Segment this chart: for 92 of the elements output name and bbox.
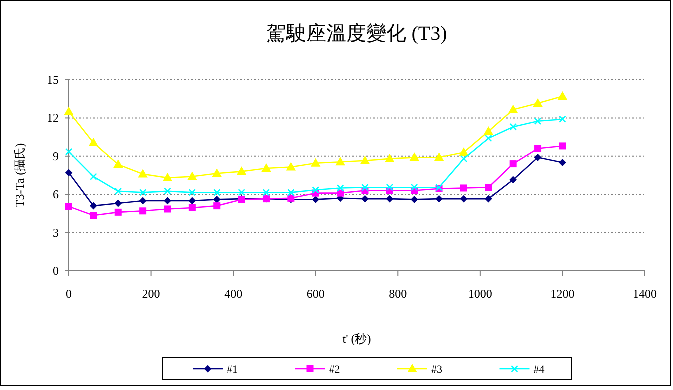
point: [534, 118, 542, 126]
point: [114, 160, 123, 168]
point: [485, 184, 492, 192]
point: [89, 138, 98, 147]
point: [337, 190, 344, 197]
point: [460, 155, 468, 163]
point: [510, 123, 517, 131]
point: [238, 189, 246, 196]
point: [460, 184, 468, 192]
point: [534, 145, 542, 152]
point: [360, 156, 370, 164]
point: [114, 208, 122, 216]
point: [66, 203, 72, 210]
x-axis-title: t' (秒): [342, 332, 372, 346]
y-tick-label: 3: [53, 226, 59, 240]
point: [213, 189, 221, 196]
point: [114, 200, 122, 208]
point: [508, 105, 518, 114]
y-tick-label: 9: [53, 149, 59, 164]
point: [385, 154, 394, 162]
point: [64, 107, 74, 116]
x-tick-label: 600: [306, 287, 325, 301]
point: [114, 188, 122, 196]
point: [164, 188, 172, 196]
point: [434, 153, 444, 162]
point: [459, 148, 468, 156]
y-tick-label: 0: [53, 264, 59, 278]
point: [262, 164, 271, 172]
x-tick-label: 0: [66, 287, 72, 301]
point: [140, 197, 147, 204]
point: [188, 172, 197, 180]
point: [362, 196, 369, 203]
point: [559, 159, 566, 166]
point: [237, 167, 246, 176]
point: [362, 184, 369, 192]
point: [534, 154, 542, 162]
point: [558, 92, 568, 100]
point: [311, 158, 320, 167]
point: [212, 169, 222, 178]
point: [90, 173, 98, 180]
point: [534, 99, 543, 108]
point: [484, 127, 494, 136]
legend-label: #1: [227, 364, 238, 376]
point: [214, 196, 221, 204]
legend-label: #3: [432, 364, 443, 376]
point: [288, 189, 295, 196]
x-tick-label: 200: [142, 287, 160, 301]
point: [214, 202, 221, 210]
point: [485, 134, 492, 142]
x-tick-label: 1400: [633, 287, 657, 301]
point: [410, 184, 418, 192]
point: [90, 212, 98, 220]
point: [139, 189, 147, 196]
point: [336, 184, 344, 192]
point: [510, 176, 517, 184]
point: [138, 170, 148, 178]
point: [164, 206, 172, 213]
point: [65, 148, 73, 156]
point: [262, 189, 270, 196]
point: [286, 162, 296, 171]
point: [559, 116, 566, 124]
legend-label: #2: [329, 364, 340, 376]
y-tick-label: 15: [47, 73, 59, 87]
point: [188, 189, 196, 196]
point: [163, 174, 172, 182]
point: [140, 208, 147, 215]
point: [559, 142, 566, 150]
point: [312, 196, 320, 204]
point: [510, 160, 517, 168]
chart-title: 駕駛座溫度變化 (T3): [266, 23, 448, 45]
point: [436, 196, 443, 203]
point: [485, 196, 492, 203]
point: [164, 197, 172, 204]
point: [188, 204, 196, 212]
point: [90, 202, 98, 210]
point: [336, 158, 346, 166]
x-tick-label: 1000: [468, 287, 492, 301]
point: [188, 197, 196, 204]
point: [386, 196, 394, 203]
x-tick-label: 800: [389, 287, 408, 301]
x-tick-label: 400: [224, 287, 243, 301]
y-tick-label: 12: [47, 111, 59, 126]
point: [312, 186, 320, 194]
y-axis-title: T3-Ta (攝氏): [13, 143, 27, 208]
point: [460, 196, 468, 203]
point: [386, 184, 394, 192]
legend-label: #4: [534, 364, 546, 376]
point: [66, 169, 72, 176]
y-tick-label: 6: [53, 188, 59, 202]
point: [410, 153, 420, 162]
point: [411, 196, 418, 204]
x-tick-label: 1200: [550, 287, 575, 301]
